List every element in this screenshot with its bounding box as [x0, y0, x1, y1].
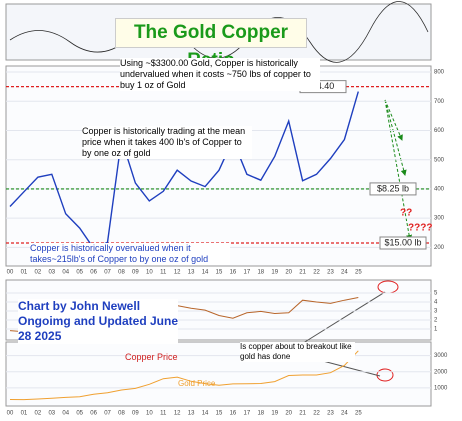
- y-tick-label: 200: [434, 245, 445, 251]
- annotation: Copper is historically trading at the me…: [82, 126, 252, 159]
- x-tick-label: 03: [48, 270, 55, 276]
- x-tick-label: 23: [327, 270, 334, 276]
- x-tick-label: 19: [271, 270, 278, 276]
- x-tick-label: 18: [257, 270, 264, 276]
- legend: Copper Price: [125, 352, 178, 362]
- gold-panel: [5, 341, 432, 407]
- x-tick-label: 02: [35, 411, 42, 417]
- series-line: [9, 350, 359, 401]
- level-label: $15.00 lb: [384, 237, 421, 247]
- x-tick-label: 13: [188, 411, 195, 417]
- x-tick-label: 25: [355, 270, 362, 276]
- y-tick-label: 400: [434, 187, 445, 193]
- x-tick-label: 16: [230, 411, 237, 417]
- x-tick-label: 04: [62, 411, 69, 417]
- y-tick-label: 2000: [434, 369, 448, 375]
- x-tick-label: 10: [146, 270, 153, 276]
- x-tick-label: 07: [104, 411, 111, 417]
- x-tick-label: 22: [313, 411, 320, 417]
- title: The Gold Copper Ratio: [115, 18, 307, 71]
- legend: Gold Price: [178, 379, 216, 388]
- x-tick-label: 15: [216, 270, 223, 276]
- x-tick-label: 03: [48, 411, 55, 417]
- x-tick-label: 14: [202, 411, 209, 417]
- annotation: Using ~$3300.00 Gold, Copper is historic…: [120, 58, 320, 91]
- level-box: [369, 182, 417, 196]
- credit: Chart by John Newell Ongoimg and Updated…: [18, 299, 179, 344]
- x-tick-label: 20: [285, 270, 292, 276]
- arrow: [384, 99, 403, 141]
- x-tick-label: 22: [313, 270, 320, 276]
- x-tick-label: 17: [244, 411, 251, 417]
- x-tick-label: 13: [188, 270, 195, 276]
- y-tick-label: 800: [434, 70, 445, 76]
- x-tick-label: 17: [244, 270, 251, 276]
- pointer: [299, 291, 386, 346]
- x-tick-label: 11: [160, 270, 167, 276]
- x-tick-label: 06: [90, 270, 97, 276]
- indicator-line: [9, 1, 429, 63]
- x-tick-label: 08: [118, 270, 125, 276]
- y-tick-label: 1000: [434, 385, 448, 391]
- y-tick-label: 5: [434, 291, 438, 297]
- y-tick-label: 1: [434, 327, 438, 333]
- x-tick-label: 18: [257, 411, 264, 417]
- level-label: $8.25 lb: [377, 183, 409, 193]
- y-tick-label: 300: [434, 216, 445, 222]
- x-tick-label: 19: [271, 411, 278, 417]
- arrow: [384, 99, 413, 241]
- x-tick-label: 20: [285, 411, 292, 417]
- annotation: Copper is historically overvalued when i…: [30, 243, 230, 265]
- x-tick-label: 01: [21, 270, 28, 276]
- x-tick-label: 12: [174, 270, 181, 276]
- x-tick-label: 16: [230, 270, 237, 276]
- x-tick-label: 08: [118, 411, 125, 417]
- x-tick-label: 14: [202, 270, 209, 276]
- x-tick-label: 05: [76, 411, 83, 417]
- y-tick-label: 4: [434, 300, 438, 306]
- main-panel: [5, 65, 432, 267]
- x-tick-label: 06: [90, 411, 97, 417]
- x-tick-label: 12: [174, 411, 181, 417]
- y-tick-label: 500: [434, 157, 445, 163]
- level-box: [379, 236, 427, 250]
- series-line: [9, 91, 359, 250]
- x-tick-label: 24: [341, 411, 348, 417]
- y-tick-label: 700: [434, 99, 445, 105]
- arrow: [384, 99, 407, 176]
- x-tick-label: 00: [7, 411, 14, 417]
- x-tick-label: 24: [341, 270, 348, 276]
- x-tick-label: 07: [104, 270, 111, 276]
- x-tick-label: 25: [355, 411, 362, 417]
- x-tick-label: 00: [7, 270, 14, 276]
- question: ????: [408, 223, 432, 234]
- x-tick-label: 04: [62, 270, 69, 276]
- x-tick-label: 05: [76, 270, 83, 276]
- x-tick-label: 09: [132, 270, 139, 276]
- annotation: Is copper about to breakout like gold ha…: [240, 342, 355, 362]
- x-tick-label: 11: [160, 411, 167, 417]
- y-tick-label: 3000: [434, 353, 448, 359]
- x-tick-label: 23: [327, 411, 334, 417]
- x-tick-label: 21: [299, 411, 306, 417]
- y-tick-label: 3: [434, 309, 438, 315]
- x-tick-label: 01: [21, 411, 28, 417]
- x-tick-label: 10: [146, 411, 153, 417]
- x-tick-label: 21: [299, 270, 306, 276]
- question: ??: [400, 208, 412, 219]
- x-tick-label: 15: [216, 411, 223, 417]
- level-label: $4.40: [312, 81, 335, 91]
- y-tick-label: 2: [434, 318, 438, 324]
- x-tick-label: 09: [132, 411, 139, 417]
- x-tick-label: 02: [35, 270, 42, 276]
- y-tick-label: 600: [434, 128, 445, 134]
